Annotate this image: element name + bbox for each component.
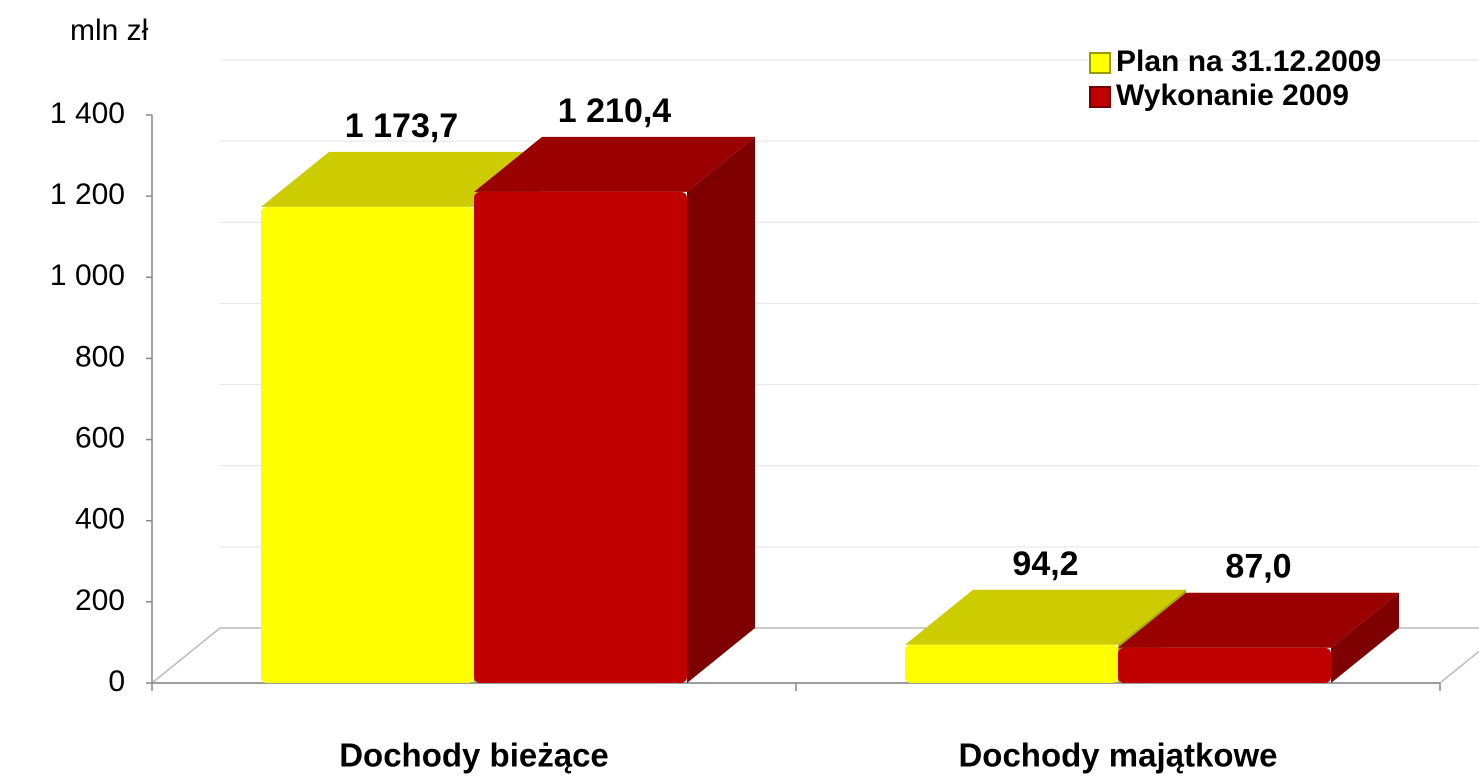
y-axis-label: mln zł (70, 14, 149, 47)
bar-side (1331, 592, 1399, 683)
value-label: 1 210,4 (558, 92, 672, 130)
legend-label: Plan na 31.12.2009 (1116, 45, 1381, 78)
x-tick-label: Dochody bieżące (339, 737, 609, 774)
bar (905, 644, 1118, 683)
legend-label: Wykonanie 2009 (1116, 79, 1349, 112)
value-label: 87,0 (1225, 548, 1291, 586)
bar (1118, 647, 1331, 683)
legend-swatch (1089, 52, 1111, 74)
value-label: 94,2 (1012, 545, 1078, 583)
legend-swatch (1089, 86, 1111, 108)
bar (474, 191, 687, 683)
bar-top (905, 589, 1186, 645)
y-tick-label: 1 200 (50, 178, 125, 211)
y-tick-label: 1 400 (50, 97, 125, 130)
bar-side (687, 136, 755, 683)
x-tick-label: Dochody majątkowe (958, 737, 1277, 774)
y-tick-label: 600 (75, 421, 125, 454)
value-label: 1 173,7 (345, 107, 458, 145)
bar-top (261, 151, 542, 207)
bar (261, 206, 474, 683)
bar-top (474, 136, 755, 192)
bar-top (1118, 592, 1399, 648)
y-tick-label: 0 (108, 665, 125, 698)
y-tick-label: 400 (75, 503, 125, 536)
y-tick-label: 1 000 (50, 259, 125, 292)
y-tick-label: 800 (75, 340, 125, 373)
y-tick-label: 200 (75, 584, 125, 617)
